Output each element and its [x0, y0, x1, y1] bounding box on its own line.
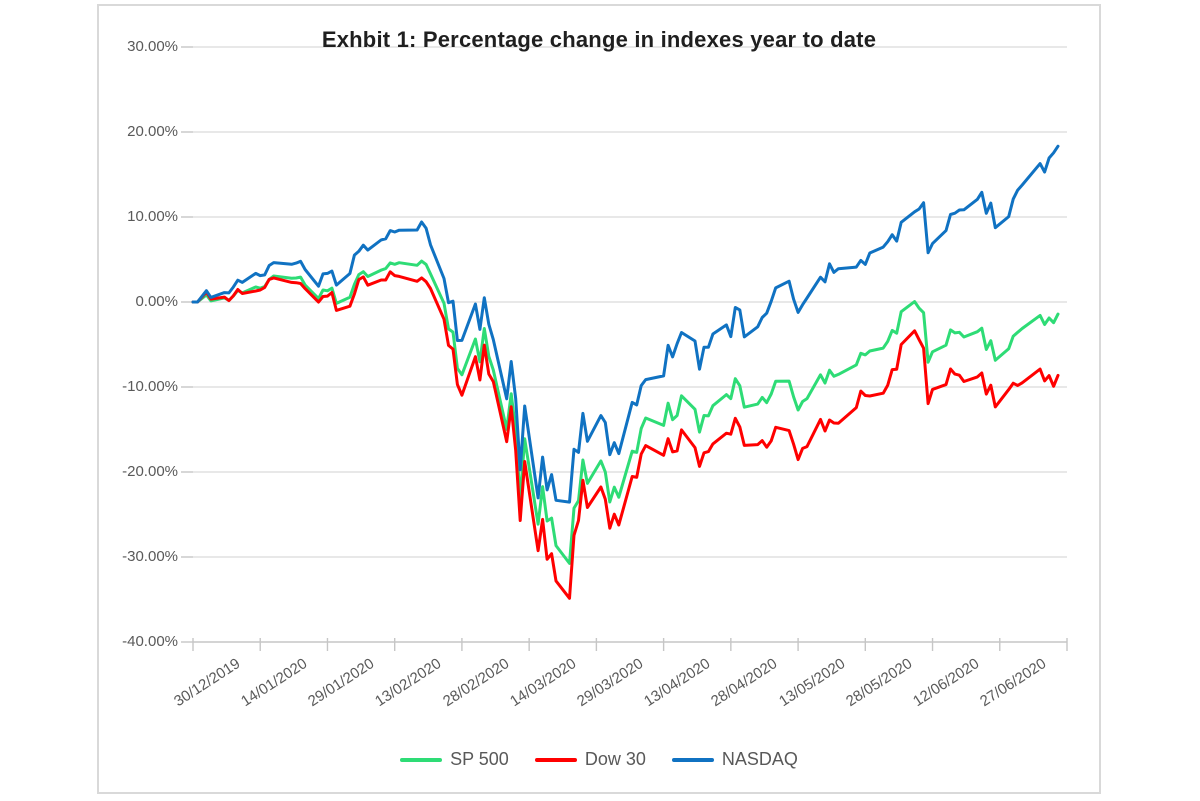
series-line-nasdaq: [191, 144, 1060, 504]
legend-item-nasdaq: NASDAQ: [671, 749, 798, 770]
legend: SP 500 Dow 30 NASDAQ: [98, 749, 1100, 770]
y-axis-label: -20.00%: [122, 463, 178, 480]
legend-line-swatch: [534, 757, 577, 762]
legend-label: NASDAQ: [721, 749, 798, 769]
legend-label: SP 500: [450, 749, 509, 769]
series-line-sp-500: [191, 259, 1060, 565]
y-axis-label: 20.00%: [127, 123, 178, 140]
chart-title: Exhbit 1: Percentage change in indexes y…: [321, 27, 877, 52]
series-line-dow-30: [191, 270, 1060, 600]
y-axis-label: -30.00%: [122, 548, 178, 565]
legend-item-sp-500: SP 500: [400, 749, 509, 770]
chart-frame: [97, 4, 1101, 794]
y-axis-label: -40.00%: [122, 633, 178, 650]
legend-label: Dow 30: [584, 749, 646, 769]
legend-line-swatch: [671, 757, 714, 762]
y-axis-label: 10.00%: [127, 208, 178, 225]
y-axis-label: 30.00%: [127, 38, 178, 55]
y-axis-label: -10.00%: [122, 378, 178, 395]
y-axis-label: 0.00%: [135, 293, 178, 310]
legend-item-dow-30: Dow 30: [534, 749, 646, 770]
legend-line-swatch: [400, 757, 443, 762]
